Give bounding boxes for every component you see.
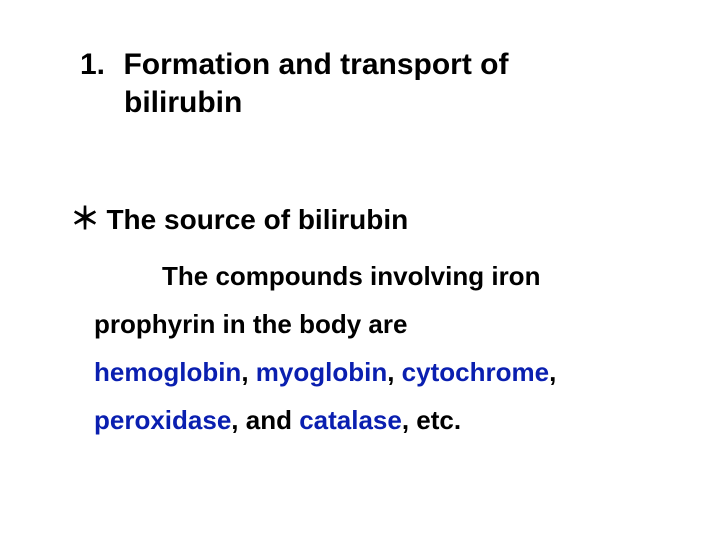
separator: , xyxy=(549,357,556,387)
asterisk-bullet-icon: ＊ xyxy=(70,194,100,238)
title-line-2: bilirubin xyxy=(80,84,640,122)
separator: , xyxy=(387,357,401,387)
body-line-4: peroxidase, and catalase, etc. xyxy=(94,396,654,444)
body-line-1: The compounds involving iron xyxy=(94,252,654,300)
compound-peroxidase: peroxidase xyxy=(94,405,231,435)
subheading: ＊ The source of bilirubin xyxy=(70,194,408,238)
compound-hemoglobin: hemoglobin xyxy=(94,357,241,387)
slide-title: 1. Formation and transport of bilirubin xyxy=(80,46,640,121)
compound-myoglobin: myoglobin xyxy=(256,357,387,387)
compound-catalase: catalase xyxy=(299,405,402,435)
body-line-2: prophyrin in the body are xyxy=(94,300,654,348)
title-line-1: Formation and transport of xyxy=(123,48,508,81)
title-number: 1. xyxy=(80,48,105,81)
body-line-3: hemoglobin, myoglobin, cytochrome, xyxy=(94,348,654,396)
compound-cytochrome: cytochrome xyxy=(402,357,549,387)
subheading-text: The source of bilirubin xyxy=(106,204,408,235)
separator: , xyxy=(241,357,255,387)
body-tail: , etc. xyxy=(402,405,461,435)
body-text: The compounds involving iron prophyrin i… xyxy=(94,252,654,444)
separator-and: , and xyxy=(231,405,299,435)
slide: 1. Formation and transport of bilirubin … xyxy=(0,0,720,540)
